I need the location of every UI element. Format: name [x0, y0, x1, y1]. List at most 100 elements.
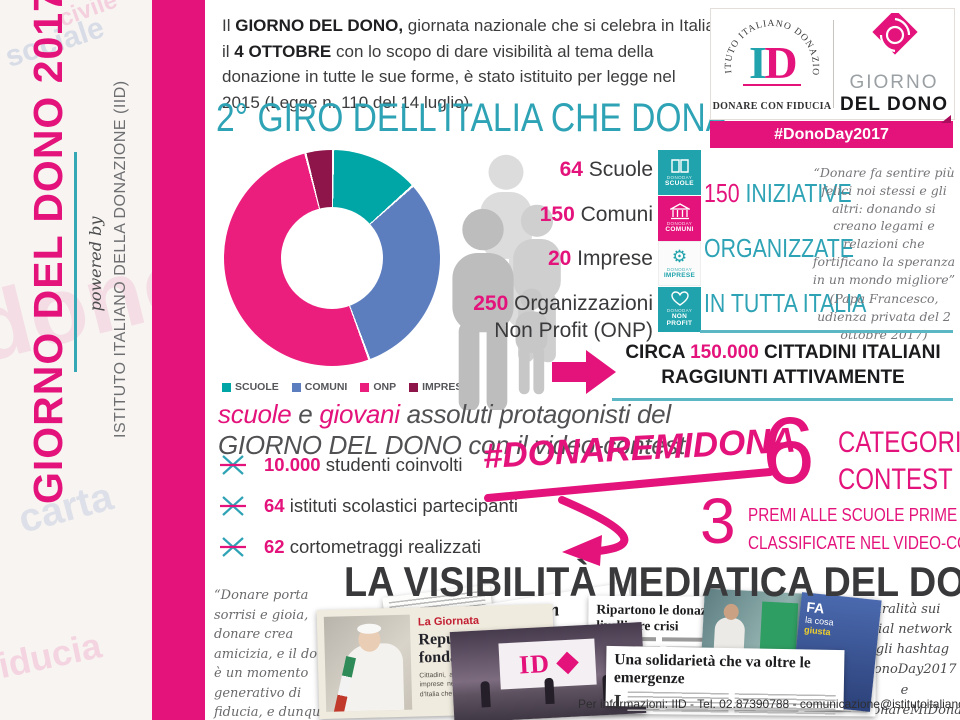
stat-comuni: 150 Comuni	[540, 203, 653, 227]
legend-item: IMPRESE	[409, 381, 469, 393]
right-arrow-icon	[552, 350, 616, 394]
prizes-label-line: PREMI ALLE SCUOLE PRIME	[748, 505, 958, 525]
hashtag-underline-arrow	[484, 468, 774, 566]
initiatives-block: 150 INIZIATIVE ORGANIZZATE IN TUTTA ITAL…	[704, 166, 867, 331]
stage-id-logo: ID	[518, 648, 551, 680]
legend-swatch	[222, 382, 231, 392]
protagonists-line2: GIORNO DEL DONO con il video-contest	[218, 430, 685, 460]
stage-diamond-icon	[556, 651, 580, 675]
stat-label-line2: Non Profit (ONP)	[494, 319, 653, 342]
protagonists-text: assoluti protagonisti del	[399, 399, 672, 429]
bullet-label: cortometraggi realizzati	[284, 536, 481, 557]
logo-box: ISTITUTO ITALIANO DONAZIONE I D DONARE C…	[707, 5, 955, 120]
reach-text: CIRCA	[625, 342, 691, 363]
badge-name: NON PROFIT	[666, 313, 693, 327]
legend-swatch	[409, 382, 419, 392]
intro-text: Il	[222, 16, 236, 35]
badge-small-label: DONODAY	[666, 221, 693, 226]
iid-letter-d: D	[764, 37, 797, 88]
prizes-number-3: 3	[700, 485, 736, 557]
bullet-number: 64	[264, 495, 285, 516]
pope-figure	[342, 642, 405, 712]
gears-icon: ⚙	[671, 247, 688, 266]
pope-photo	[323, 614, 413, 712]
initiatives-line2: ORGANIZZATE	[704, 233, 855, 263]
brand-word-del-dono: DEL DONO	[840, 93, 948, 115]
organization-name-vertical: ISTITUTO ITALIANO DELLA DONAZIONE (IID)	[112, 80, 129, 438]
stage-person	[480, 681, 491, 708]
stat-label: Comuni	[574, 203, 653, 226]
bullet-number: 10.000	[264, 454, 321, 475]
intro-text: con lo scopo di dare visibilità al tema …	[222, 41, 676, 112]
highlight-giovani: giovani	[319, 399, 400, 429]
divider-line	[612, 398, 953, 401]
contest-labels: CATEGORIE CONTEST	[838, 424, 960, 498]
vertical-divider	[74, 152, 77, 372]
badge-name: SCUOLE	[665, 180, 694, 187]
bullet-text: 62 cortometraggi realizzati	[264, 536, 481, 558]
badge-small-label: DONODAY	[666, 308, 693, 313]
brand-word-giorno: GIORNO	[849, 71, 939, 93]
bullet-label: studenti coinvolti	[320, 454, 463, 475]
social-virality-note: Viralità sui social network degli hashta…	[851, 602, 960, 718]
intro-paragraph: Il GIORNO DEL DONO, giornata nazionale c…	[222, 13, 718, 115]
reach-line2: RAGGIUNTI ATTIVAMENTE	[661, 367, 905, 388]
stat-imprese: 20 Imprese	[548, 247, 653, 271]
highlight-scuole: scuole	[218, 399, 292, 429]
diamond-icon	[872, 8, 918, 55]
badge-small-label: DONODAY	[666, 175, 693, 180]
badge-scuole: DONODAY SCUOLE	[658, 150, 701, 195]
badge-imprese: ⚙ DONODAY IMPRESE	[658, 241, 701, 286]
mattarella-quote: “Donare porta sorrisi e gioia, donare cr…	[214, 586, 338, 720]
bullet-istituti: 64 istituti scolastici partecipanti	[220, 493, 518, 519]
iid-logo: ISTITUTO ITALIANO DONAZIONE I D DONARE C…	[707, 5, 833, 116]
badge-name: IMPRESE	[663, 272, 696, 279]
media-section-title: LA VISIBILITÀ MEDIATICA DEL DONO	[344, 558, 960, 605]
initiatives-number: 150	[704, 178, 740, 208]
star-bullet-icon	[220, 455, 246, 475]
badge-comuni: DONODAY COMUNI	[658, 195, 701, 241]
bank-icon	[669, 203, 690, 220]
heart-icon	[670, 291, 689, 306]
prizes-label-line: CLASSIFICATE NEL VIDEO-CONTEST	[748, 533, 960, 553]
footer-contact-info: Per informazioni: IID - Tel. 02.87390788…	[578, 697, 960, 711]
magenta-accent-bar	[152, 0, 205, 720]
powered-by-label: powered by	[86, 216, 105, 312]
stat-number: 150	[539, 203, 575, 226]
badge-non-profit: DONODAY NON PROFIT	[658, 286, 701, 332]
stat-scuole: 64 Scuole	[560, 158, 653, 182]
star-bullet-icon	[220, 537, 246, 557]
legend-swatch	[291, 382, 301, 392]
bullet-label: istituti scolastici partecipanti	[284, 495, 518, 516]
stat-label: Imprese	[571, 247, 653, 270]
bullet-text: 10.000 studenti coinvolti	[264, 454, 463, 476]
pope-quote-text: “Donare fa sentire più felici noi stessi…	[812, 165, 956, 287]
contest-number-6: 6	[762, 398, 815, 504]
protagonists-statement: scuole e giovani assoluti protagonisti d…	[218, 399, 778, 461]
reach-text: CITTADINI ITALIANI	[758, 342, 941, 363]
donut-chart	[224, 150, 440, 366]
divider-line	[700, 330, 953, 333]
giorno-del-dono-logo: GIORNO DEL DONO	[834, 8, 954, 116]
event-title-vertical: GIORNO DEL DONO 2017	[25, 0, 71, 504]
badge-small-label: DONODAY	[666, 267, 693, 272]
iid-logo-graphic: ISTITUTO ITALIANO DONAZIONE I D	[707, 5, 819, 88]
pope-quote-attribution: (Papa Francesco, udienza privata del 2 o…	[817, 291, 951, 342]
bullet-text: 64 istituti scolastici partecipanti	[264, 495, 518, 517]
bullet-number: 62	[264, 536, 285, 557]
stage-person	[544, 677, 555, 705]
iid-letter-i: I	[749, 37, 767, 88]
chart-legend: SCUOLE COMUNI ONP IMPRESE	[222, 381, 469, 393]
stat-label: Scuole	[582, 158, 653, 181]
mattarella-quote-text: “Donare porta sorrisi e gioia, donare cr…	[214, 588, 333, 720]
logo-divider	[833, 20, 834, 108]
watermark-word: fiducia	[0, 624, 105, 689]
legend-label: ONP	[373, 381, 397, 393]
protagonists-text: e	[291, 399, 320, 429]
contest-label-line: CATEGORIE	[838, 426, 960, 459]
book-icon	[670, 159, 689, 173]
intro-text: giornata nazionale che si celebra in Ita…	[222, 16, 715, 61]
intro-bold-date: 4 OTTOBRE	[234, 41, 332, 61]
initiatives-line3: IN TUTTA ITALIA	[704, 288, 867, 318]
